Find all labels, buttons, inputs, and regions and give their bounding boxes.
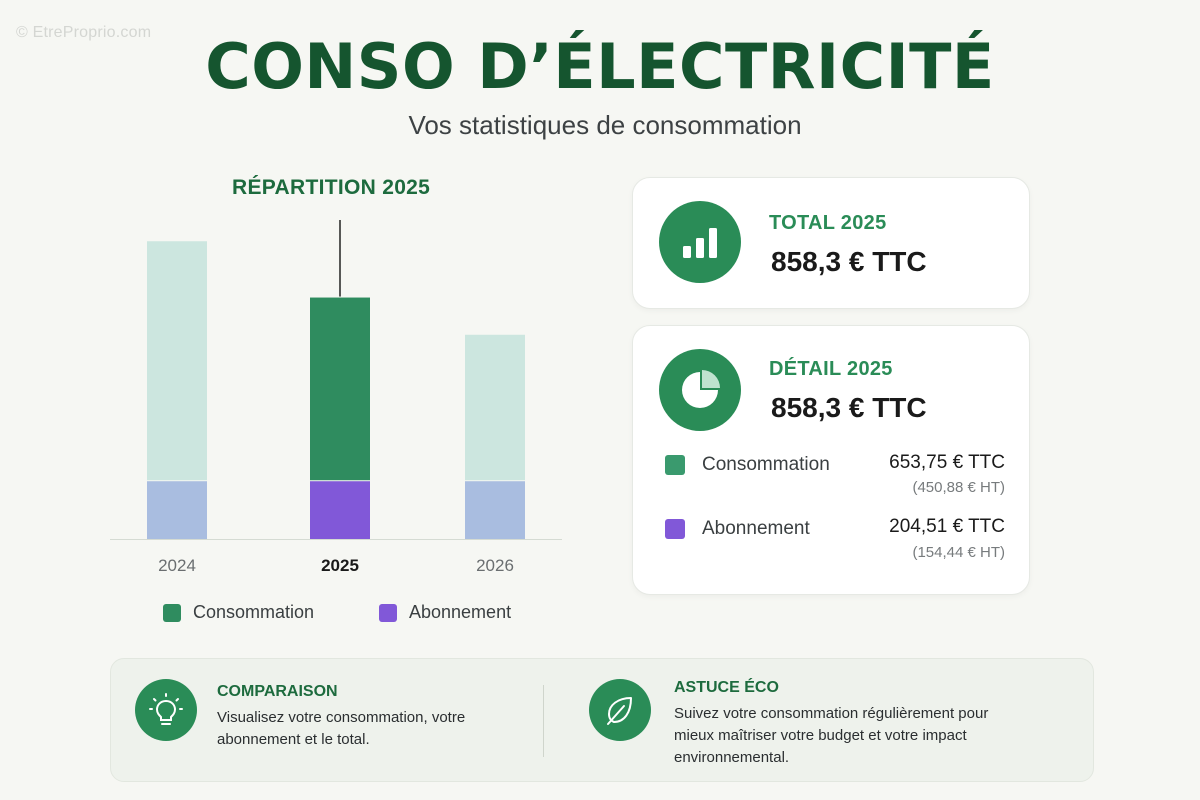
bar-abonnement-2025: [310, 481, 370, 539]
bar-abonnement-2024: [147, 481, 207, 539]
legend-swatch-abonnement: [379, 603, 397, 622]
leaf-icon: [589, 679, 651, 741]
detail-swatch-consommation: [665, 455, 685, 475]
tips-divider: [543, 685, 544, 757]
detail-label-consommation: Consommation: [702, 454, 830, 475]
page-subtitle: Vos statistiques de consommation: [408, 110, 802, 140]
legend-swatch-consommation: [163, 603, 181, 622]
tip-title-astuce: ASTUCE ÉCO: [674, 679, 779, 696]
detail-card: DÉTAIL 2025 858,3 € TTC Consommation 653…: [632, 325, 1030, 595]
detail-swatch-abonnement: [665, 519, 685, 539]
detail-card-value: 858,3 € TTC: [771, 392, 927, 423]
tip-text-astuce: Suivez votre consommation régulièrement …: [674, 705, 989, 766]
lightbulb-icon: [135, 679, 197, 741]
bar-chart-icon: [659, 201, 741, 283]
bar-consommation-2024: [147, 241, 207, 481]
bar-consommation-2026: [465, 334, 525, 481]
detail-label-abonnement: Abonnement: [702, 518, 810, 539]
total-card-label: TOTAL 2025: [769, 212, 887, 234]
bar-chart: 2024 2025 2026: [110, 220, 562, 575]
legend-item-abonnement: Abonnement: [379, 602, 511, 623]
page-title: CONSO D’ÉLECTRICITÉ: [205, 30, 995, 103]
tip-title-comparaison: COMPARAISON: [217, 683, 338, 700]
x-tick-label-2025: 2025: [321, 556, 359, 575]
detail-ht-abonnement: (154,44 € HT): [912, 544, 1005, 561]
bar-abonnement-2026: [465, 481, 525, 539]
pie-chart-icon: [659, 349, 741, 431]
total-card-value: 858,3 € TTC: [771, 246, 927, 277]
detail-ht-consommation: (450,88 € HT): [912, 479, 1005, 496]
bar-consommation-2025: [310, 297, 370, 481]
chart-title: RÉPARTITION 2025: [232, 176, 431, 199]
watermark: © EtreProprio.com: [16, 24, 152, 41]
detail-ttc-abonnement: 204,51 € TTC: [889, 516, 1005, 537]
legend-label-consommation: Consommation: [193, 602, 315, 622]
legend-label-abonnement: Abonnement: [409, 602, 512, 622]
x-tick-label-2026: 2026: [476, 556, 514, 575]
tip-text-comparaison: Visualisez votre consommation, votre abo…: [217, 709, 466, 748]
legend-item-consommation: Consommation: [163, 602, 314, 623]
total-card: TOTAL 2025 858,3 € TTC: [632, 177, 1030, 309]
x-tick-label-2024: 2024: [158, 556, 196, 575]
tips-panel: COMPARAISON Visualisez votre consommatio…: [110, 658, 1094, 782]
detail-ttc-consommation: 653,75 € TTC: [889, 452, 1005, 473]
detail-card-label: DÉTAIL 2025: [769, 358, 893, 380]
